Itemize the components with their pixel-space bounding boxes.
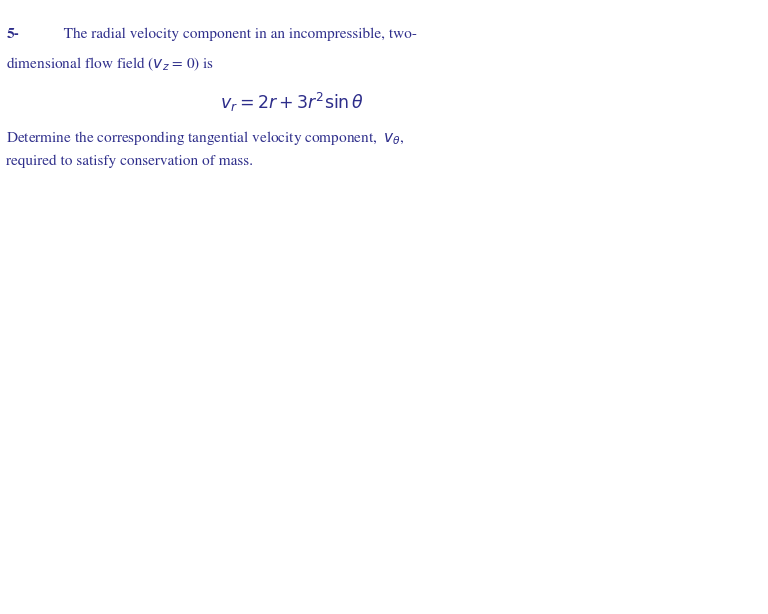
Text: 5-: 5-: [6, 28, 19, 41]
Text: The radial velocity component in an incompressible, two-: The radial velocity component in an inco…: [52, 28, 417, 41]
Text: dimensional flow field ($v_z$ = 0) is: dimensional flow field ($v_z$ = 0) is: [6, 55, 214, 72]
Text: $v_r = 2r + 3r^2 \sin\theta$: $v_r = 2r + 3r^2 \sin\theta$: [220, 91, 364, 114]
Text: required to satisfy conservation of mass.: required to satisfy conservation of mass…: [6, 155, 253, 168]
Text: Determine the corresponding tangential velocity component,  $v_{\theta}$,: Determine the corresponding tangential v…: [6, 129, 405, 147]
